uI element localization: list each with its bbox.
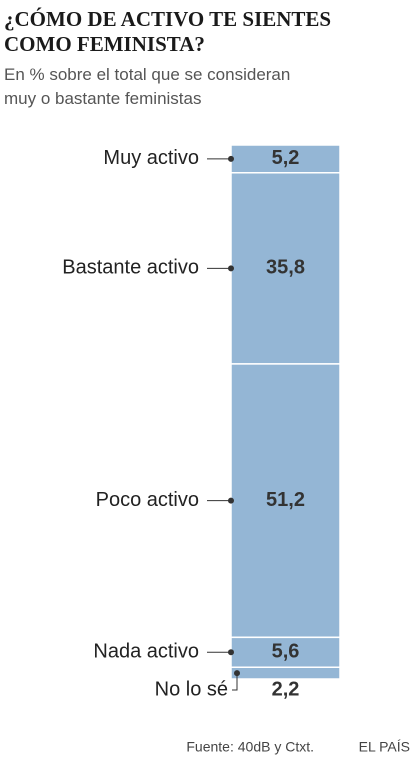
chart-title: COMO FEMINISTA? — [4, 32, 205, 56]
category-label: Nada activo — [93, 641, 199, 663]
connector-dot — [228, 649, 234, 656]
value-label: 35,8 — [266, 257, 305, 279]
value-label: 5,6 — [272, 641, 300, 663]
connector-dot — [228, 265, 234, 272]
subtitle: En % sobre el total que se consideran — [4, 65, 290, 84]
connector — [232, 673, 238, 691]
subtitle: muy o bastante feministas — [4, 89, 201, 108]
category-label: Poco activo — [96, 489, 199, 511]
chart-title: ¿CÓMO DE ACTIVO TE SIENTES — [4, 7, 331, 31]
source: Fuente: 40dB y Ctxt. — [186, 739, 314, 755]
value-label: 2,2 — [272, 678, 300, 700]
bar-segment — [230, 666, 341, 680]
value-label: 51,2 — [266, 489, 305, 511]
category-label: No lo sé — [155, 678, 228, 700]
value-label: 5,2 — [272, 147, 300, 169]
connector-dot — [228, 155, 234, 162]
connector-dot — [228, 497, 234, 504]
category-label: Bastante activo — [62, 257, 199, 279]
credit: EL PAÍS — [359, 739, 410, 755]
bar-segment — [230, 172, 341, 365]
category-label: Muy activo — [103, 147, 199, 169]
